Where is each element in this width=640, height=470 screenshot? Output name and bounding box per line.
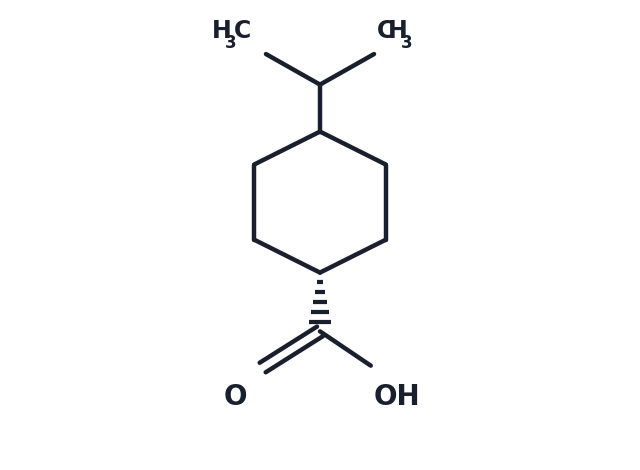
Text: OH: OH <box>374 383 420 411</box>
Text: C: C <box>376 19 394 43</box>
Text: 3: 3 <box>401 34 413 52</box>
Text: C: C <box>234 19 252 43</box>
Text: O: O <box>223 383 247 411</box>
Text: H: H <box>388 19 408 43</box>
Text: H: H <box>212 19 232 43</box>
Text: 3: 3 <box>225 34 237 52</box>
